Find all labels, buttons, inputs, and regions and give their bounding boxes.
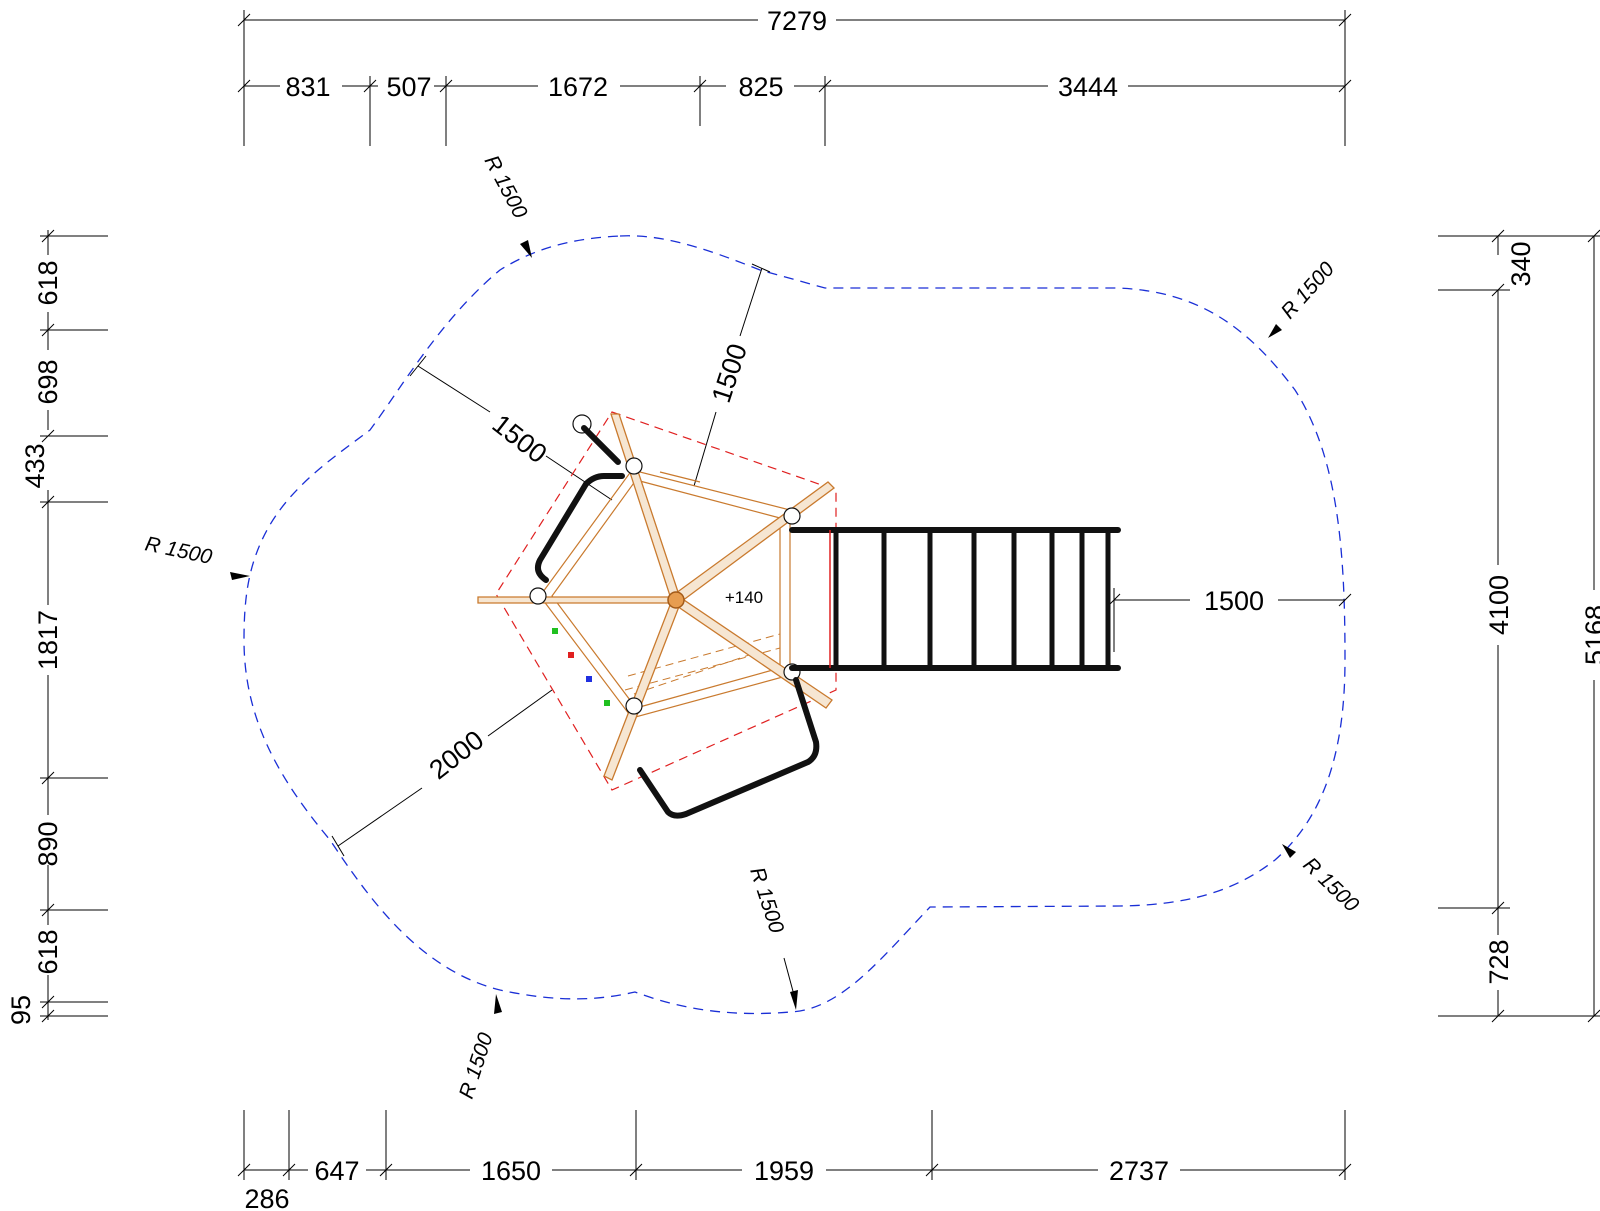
clearance-right: 1500 <box>1204 586 1264 616</box>
top-dimension-chain <box>237 10 1352 146</box>
clearance-lower-left: 2000 <box>424 725 490 786</box>
dim-right-overall: 5168 <box>1580 605 1600 665</box>
dim-top-seg-4: 825 <box>738 72 783 102</box>
radius-label-left: R 1500 <box>143 532 214 569</box>
platform-deck <box>539 469 791 719</box>
dim-bottom-seg-2: 647 <box>314 1156 359 1186</box>
dim-top-seg-2: 507 <box>386 72 431 102</box>
dim-bottom-seg-3: 1650 <box>481 1156 541 1186</box>
dim-bottom-seg-5: 2737 <box>1109 1156 1169 1186</box>
radius-arrows <box>230 240 1296 1014</box>
clearance-upper-left: 1500 <box>487 409 553 470</box>
safety-zone-outline <box>243 235 1346 1015</box>
clearance-lines <box>331 263 1352 857</box>
radius-label-bottom-left: R 1500 <box>455 1030 498 1102</box>
radius-label-lower-right: R 1500 <box>1299 853 1364 917</box>
dim-right-seg-1: 340 <box>1506 241 1536 286</box>
handrails <box>535 425 820 819</box>
dim-right-seg-2: 4100 <box>1484 575 1514 635</box>
dim-left-seg-2: 698 <box>33 359 63 404</box>
clearance-upper-right: 1500 <box>706 340 753 406</box>
radius-label-top: R 1500 <box>480 152 532 223</box>
dim-left-seg-4: 1817 <box>33 610 63 670</box>
dim-top-seg-3: 1672 <box>548 72 608 102</box>
dim-top-seg-1: 831 <box>285 72 330 102</box>
radius-label-bottom: R 1500 <box>745 864 788 936</box>
dim-left-seg-6: 618 <box>33 929 63 974</box>
equipment-footprint <box>495 411 837 791</box>
dim-bottom-seg-1: 286 <box>244 1184 289 1211</box>
radius-label-upper-right: R 1500 <box>1277 257 1340 323</box>
dim-left-seg-7: 95 <box>6 995 36 1025</box>
dim-right-seg-3: 728 <box>1484 939 1514 984</box>
corner-posts <box>529 414 801 715</box>
dim-left-seg-5: 890 <box>33 821 63 866</box>
dim-top-seg-5: 3444 <box>1058 72 1118 102</box>
platform-height-label: +140 <box>725 588 763 607</box>
roof-hub <box>667 591 685 609</box>
left-dimension-chain <box>40 229 108 1023</box>
horizontal-ladder <box>789 527 1121 671</box>
right-dimension-chain <box>1438 229 1600 1023</box>
activity-panel-markers <box>552 628 610 706</box>
dim-left-seg-1: 618 <box>33 260 63 305</box>
bottom-dimension-chain <box>237 1110 1352 1180</box>
dim-top-overall: 7279 <box>767 6 827 36</box>
dim-bottom-seg-4: 1959 <box>754 1156 814 1186</box>
dim-left-seg-3: 433 <box>20 443 50 488</box>
